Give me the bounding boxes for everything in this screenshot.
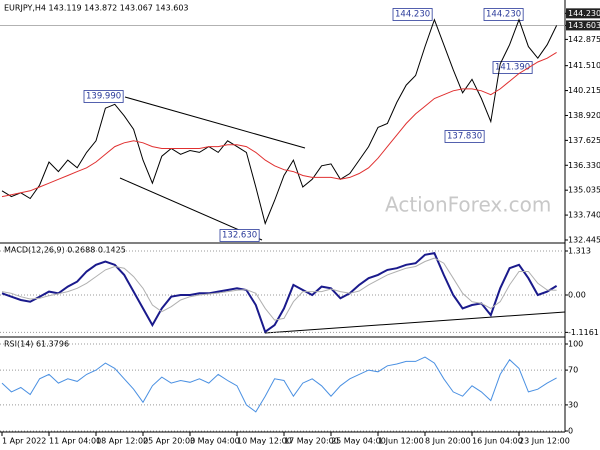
series-line — [1, 257, 557, 321]
annotation: 141.390 — [495, 63, 530, 73]
x-tick-label: 17 May 20:00 — [284, 437, 339, 446]
y-tick-label: 133.740 — [568, 211, 600, 220]
y-tick-label: 0.00 — [568, 290, 586, 299]
annotation-box — [483, 8, 524, 21]
y-tick-label: 136.330 — [568, 161, 600, 170]
series-line — [1, 356, 557, 413]
annotation-box — [219, 229, 260, 242]
chart-title: EURJPY,H4 143.119 143.872 143.067 143.60… — [4, 4, 189, 13]
x-tick-label: 3 May 04:00 — [190, 437, 240, 446]
y-tick-label: 144.230 — [568, 9, 600, 18]
series-line — [1, 251, 558, 334]
annotation: 144.230 — [486, 10, 521, 20]
y-tick-label: 142.875 — [568, 35, 600, 44]
y-tick-label: 140.215 — [568, 86, 600, 95]
y-tick-label: 137.625 — [568, 136, 600, 145]
y-tick-label: 70 — [568, 366, 578, 375]
trendline — [124, 96, 306, 149]
y-tick-label: 138.920 — [568, 111, 600, 120]
y-tick-label: 30 — [568, 400, 578, 409]
series-line — [1, 18, 558, 226]
watermark: ActionForex.com — [385, 193, 551, 217]
y-tick-label: 1.313 — [568, 247, 591, 256]
y-tick-label: 141.510 — [568, 61, 600, 70]
annotation: 137.830 — [447, 132, 482, 142]
y-tick-label: -1.1161 — [568, 328, 599, 337]
x-tick-label: 25 May 04:00 — [331, 437, 386, 446]
x-tick-label: 23 Jun 12:00 — [519, 437, 570, 446]
macd-title: MACD(12,26,9) 0.2688 0.1425 — [4, 246, 126, 255]
x-tick-label: 8 Jun 20:00 — [425, 437, 471, 446]
price-highlight — [566, 20, 600, 31]
annotation: 139.990 — [86, 92, 121, 102]
annotation: 144.230 — [395, 10, 430, 20]
x-tick-label: 10 May 12:00 — [237, 437, 292, 446]
annotation: 132.630 — [222, 231, 257, 241]
y-tick-label: 135.035 — [568, 186, 600, 195]
x-tick-label: 1 Apr 2022 — [2, 437, 46, 446]
trendline — [264, 311, 566, 334]
annotation-box — [392, 8, 433, 21]
x-tick-label: 11 Apr 04:00 — [49, 437, 101, 446]
x-tick-label: 25 Apr 20:00 — [143, 437, 195, 446]
x-tick-label: 1 Jun 12:00 — [378, 437, 424, 446]
x-tick-label: 16 Jun 04:00 — [472, 437, 523, 446]
annotation-box — [83, 90, 124, 103]
y-tick-label: 0 — [568, 427, 573, 436]
x-tick-label: 18 Apr 12:00 — [96, 437, 148, 446]
y-tick-label: 132.445 — [568, 235, 600, 244]
price-highlight — [566, 8, 600, 19]
y-tick-label: 100 — [568, 340, 583, 349]
series-line — [1, 51, 557, 198]
annotation-box — [444, 130, 485, 143]
annotation-box — [492, 61, 533, 74]
y-tick-label: 143.603 — [568, 21, 600, 30]
